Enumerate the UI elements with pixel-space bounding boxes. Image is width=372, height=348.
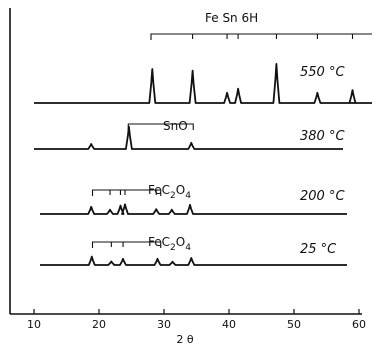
peak-point (316, 92, 318, 94)
peak-point (124, 203, 126, 205)
xrd-trace (34, 125, 343, 150)
peak-point (226, 92, 228, 94)
x-ticks: 10 20 30 40 50 60 (27, 309, 366, 331)
peak-point (189, 204, 191, 206)
trace-group: FeC2O4 200 °C (40, 183, 347, 215)
phase-label: FeC2O4 (148, 183, 191, 201)
phase-label: Fe Sn 6H (205, 11, 258, 25)
peak-point (156, 258, 159, 260)
phase-bracket (91, 189, 162, 196)
phase-label: SnO (163, 119, 188, 133)
peak-point (171, 261, 174, 263)
peak-point (109, 209, 111, 211)
peak-point (190, 142, 192, 144)
peak-point (119, 205, 122, 207)
x-tick-label: 20 (92, 318, 106, 331)
peak-point (237, 88, 239, 90)
x-tick-label: 60 (352, 318, 366, 331)
temperature-label: 200 °C (300, 189, 345, 204)
peak-point (90, 206, 92, 208)
trace-group: FeC2O4 25 °C (40, 235, 347, 266)
phase-label: FeC2O4 (148, 235, 191, 253)
x-axis-label: 2 θ (176, 333, 193, 346)
peak-point (171, 209, 173, 211)
x-tick-label: 30 (157, 318, 171, 331)
temperature-label: 25 °C (300, 242, 337, 257)
peak-point (122, 258, 124, 260)
x-tick-label: 40 (222, 318, 236, 331)
phase-bracket (127, 123, 194, 130)
trace-group: SnO 380 °C (34, 119, 345, 150)
xrd-trace (40, 203, 347, 215)
peak-point (90, 143, 92, 145)
peak-point (91, 256, 93, 258)
x-tick-label: 50 (287, 318, 301, 331)
peak-point (151, 68, 153, 70)
xrd-trace (40, 255, 347, 266)
trace-group: Fe Sn 6H 550 °C (34, 11, 372, 104)
peak-point (351, 89, 354, 91)
peak-point (110, 260, 112, 263)
x-tick-label: 10 (27, 318, 41, 331)
phase-bracket (150, 33, 372, 40)
temperature-label: 550 °C (300, 65, 345, 80)
peak-point (190, 257, 192, 259)
peak-point (155, 208, 157, 210)
temperature-label: 380 °C (300, 129, 345, 144)
peak-point (275, 63, 278, 65)
peak-point (192, 70, 194, 72)
xrd-trace (34, 63, 372, 104)
phase-bracket (91, 241, 162, 248)
